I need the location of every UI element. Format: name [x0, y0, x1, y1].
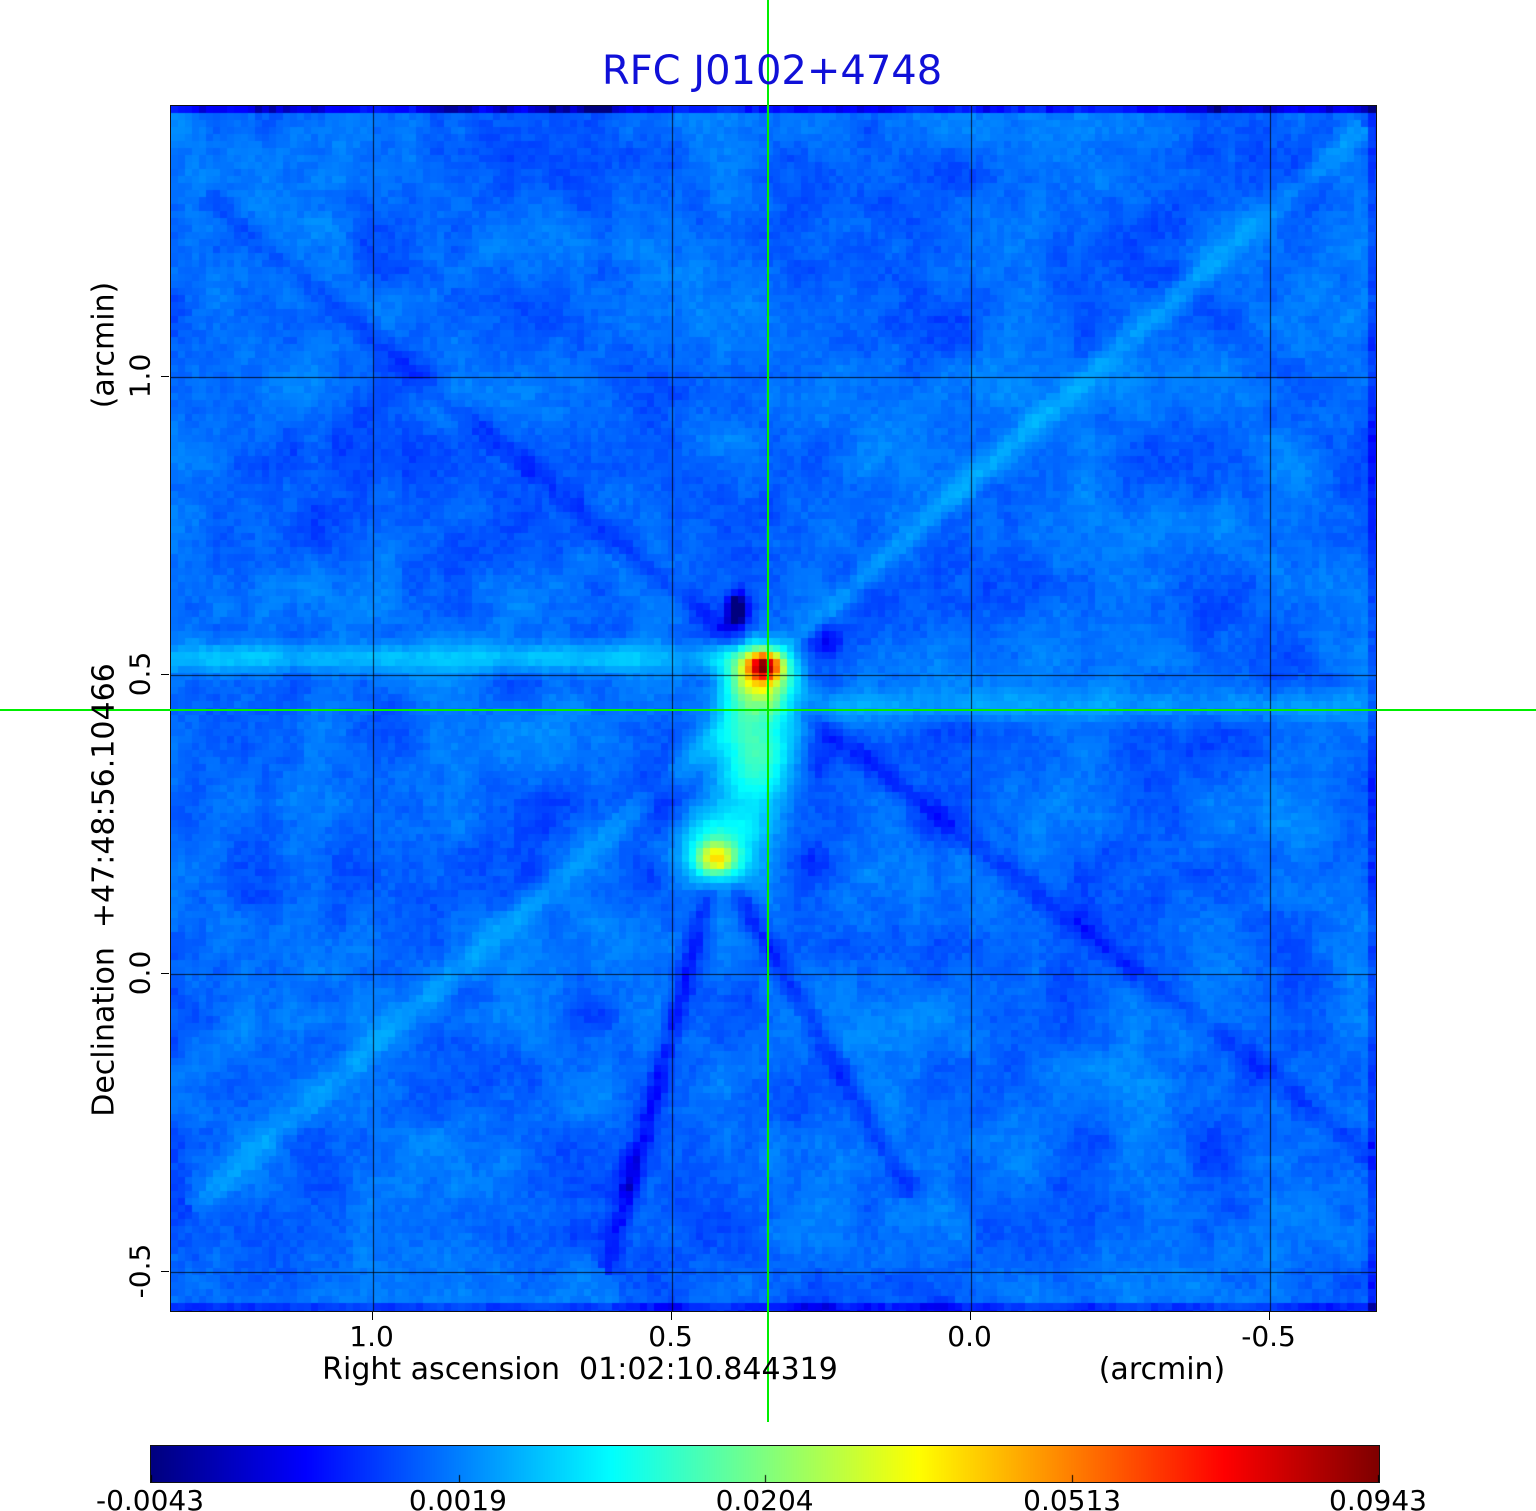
x-axis-unit-label: (arcmin): [1098, 1352, 1226, 1387]
plot-title: RFC J0102+4748: [601, 48, 943, 94]
colorbar-tick-label: 0.0943: [1329, 1484, 1427, 1511]
y-tick-label: -0.5: [123, 1243, 157, 1299]
y-axis-unit-label: (arcmin): [86, 281, 122, 409]
x-axis-label: Right ascension 01:02:10.844319: [322, 1352, 838, 1387]
colorbar-canvas: [151, 1446, 1379, 1482]
axis-tick-mark: [371, 1312, 373, 1320]
colorbar-tick-label: 0.0513: [1023, 1484, 1122, 1511]
y-tick-label: 0.0: [123, 950, 157, 996]
axis-tick-mark: [161, 674, 169, 676]
sky-map: [170, 105, 1377, 1312]
x-tick-label: 0.5: [648, 1320, 693, 1353]
axis-tick-mark: [1268, 1312, 1270, 1320]
x-tick-label: -0.5: [1241, 1320, 1296, 1353]
crosshair-horizontal-line: [0, 709, 1536, 712]
y-tick-label: 1.0: [123, 353, 157, 399]
colorbar-tick-label: 0.0019: [408, 1484, 507, 1511]
x-tick-label: 0.0: [947, 1320, 992, 1353]
axis-tick-mark: [161, 1271, 169, 1273]
axis-tick-mark: [161, 375, 169, 377]
colorbar-tick-label: -0.0043: [95, 1484, 205, 1511]
y-tick-label: 0.5: [123, 652, 157, 697]
colorbar-tick-label: 0.0204: [715, 1484, 814, 1511]
x-tick-label: 1.0: [349, 1320, 394, 1353]
sky-map-canvas: [171, 106, 1376, 1311]
axis-tick-mark: [670, 1312, 672, 1320]
y-axis-label: Declination +47:48:56.10466: [86, 663, 122, 1117]
colorbar: [150, 1445, 1380, 1483]
axis-tick-mark: [969, 1312, 971, 1320]
axis-tick-mark: [161, 972, 169, 974]
